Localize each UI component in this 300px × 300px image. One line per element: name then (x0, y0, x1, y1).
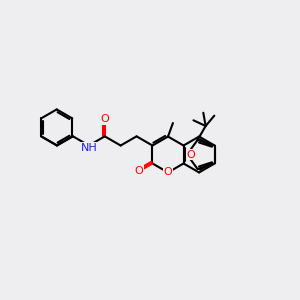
Text: O: O (100, 114, 109, 124)
Text: O: O (135, 166, 144, 176)
Text: O: O (186, 149, 195, 160)
Text: NH: NH (80, 143, 97, 153)
Text: O: O (164, 167, 172, 178)
